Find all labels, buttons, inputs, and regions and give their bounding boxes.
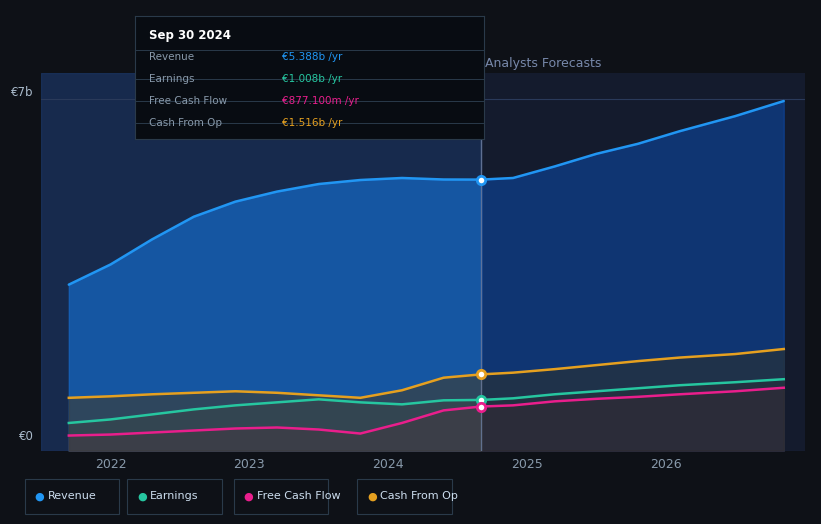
Text: €7b: €7b [11, 85, 34, 99]
Text: Earnings: Earnings [150, 492, 199, 501]
Text: €1.516b /yr: €1.516b /yr [282, 118, 342, 128]
Text: ●: ● [137, 492, 147, 501]
Bar [41, 73, 481, 451]
Text: Past: Past [452, 57, 477, 70]
Text: ●: ● [367, 492, 377, 501]
Text: Free Cash Flow: Free Cash Flow [149, 96, 227, 106]
Text: €1.008b /yr: €1.008b /yr [282, 74, 342, 84]
Text: Analysts Forecasts: Analysts Forecasts [485, 57, 601, 70]
Text: ●: ● [34, 492, 44, 501]
Text: Cash From Op: Cash From Op [149, 118, 222, 128]
Text: ●: ● [244, 492, 254, 501]
Text: €5.388b /yr: €5.388b /yr [282, 52, 342, 62]
Text: Free Cash Flow: Free Cash Flow [257, 492, 341, 501]
Text: Sep 30 2024: Sep 30 2024 [149, 29, 232, 42]
Text: Revenue: Revenue [149, 52, 195, 62]
Text: Earnings: Earnings [149, 74, 195, 84]
Text: €877.100m /yr: €877.100m /yr [282, 96, 359, 106]
Text: €0: €0 [19, 430, 34, 443]
Text: Revenue: Revenue [48, 492, 96, 501]
Text: Cash From Op: Cash From Op [380, 492, 458, 501]
